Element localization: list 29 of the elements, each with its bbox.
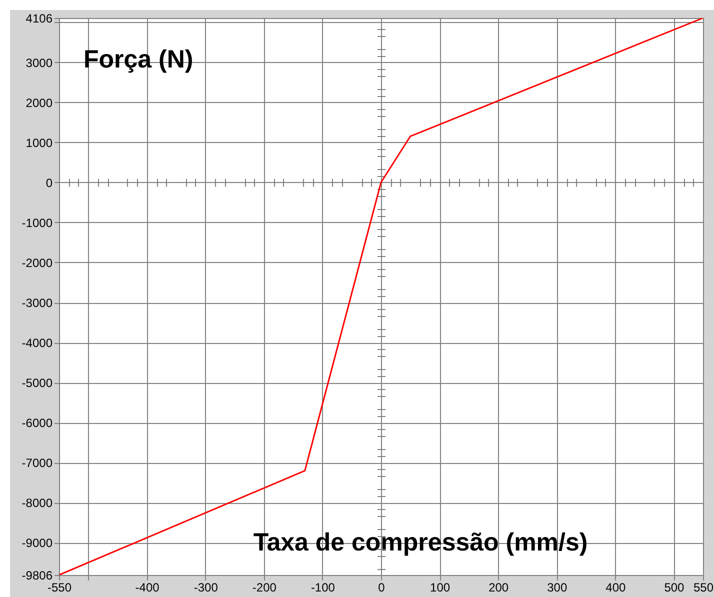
x-tick-label: 550 — [693, 580, 714, 594]
y-tick-label: -9806 — [22, 568, 53, 582]
y-tick-label: 1000 — [26, 136, 53, 150]
x-tick-label: -100 — [310, 580, 336, 594]
x-tick-label: 300 — [547, 580, 568, 594]
y-tick-label: -5000 — [22, 376, 53, 390]
x-tick-label: -300 — [194, 580, 218, 594]
x-tick-label: 500 — [664, 580, 685, 594]
x-tick-label: -550 — [47, 580, 72, 594]
y-tick-label: -2000 — [22, 256, 53, 270]
x-tick-label: 400 — [606, 580, 626, 594]
y-tick-label: -7000 — [22, 456, 53, 470]
y-tick-label: -6000 — [22, 416, 53, 430]
y-tick-label: 3000 — [26, 56, 53, 70]
x-tick-label: 100 — [430, 580, 450, 594]
x-tick-label: 0 — [378, 580, 386, 594]
y-tick-label: 2000 — [26, 96, 53, 110]
y-tick-label: -9000 — [22, 536, 53, 550]
y-tick-label: -3000 — [22, 296, 53, 310]
x-tick-label: -200 — [252, 580, 277, 594]
y-axis-title: Força (N) — [84, 46, 194, 74]
y-tick-label: -4000 — [22, 336, 53, 350]
y-tick-label: -8000 — [22, 496, 53, 510]
x-axis-title: Taxa de compressão (mm/s) — [253, 528, 588, 556]
y-tick-label: 4106 — [26, 12, 53, 26]
x-tick-label: -400 — [135, 580, 160, 594]
y-tick-label: 0 — [46, 176, 53, 190]
y-tick-label: -1000 — [22, 216, 53, 230]
x-tick-label: 200 — [488, 580, 509, 594]
